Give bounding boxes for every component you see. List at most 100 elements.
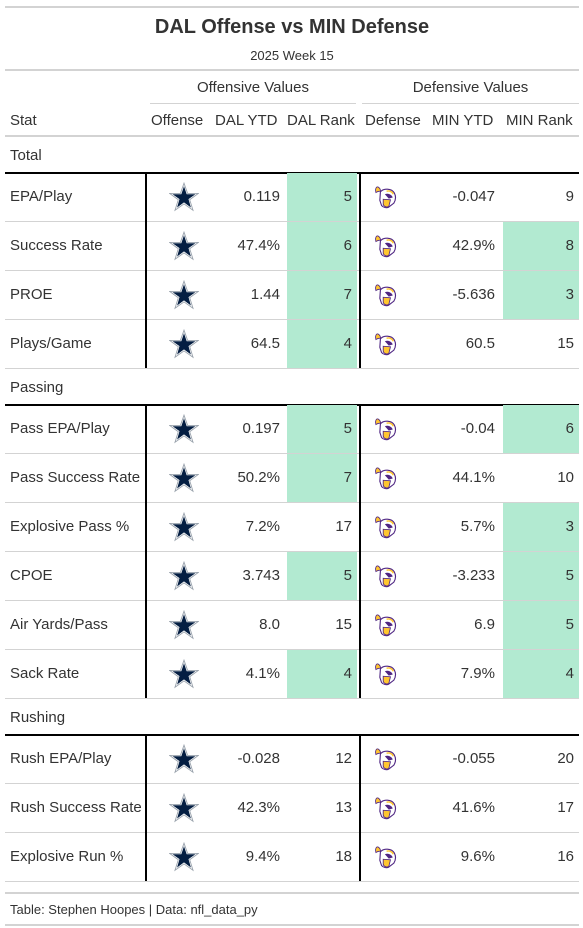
stat-name: Sack Rate [10, 665, 80, 682]
vikings-helmet-icon [361, 503, 411, 551]
vikings-helmet-icon [361, 405, 411, 453]
dal-rank-value: 5 [287, 173, 357, 221]
stat-name: CPOE [10, 567, 53, 584]
cowboys-star-icon [151, 271, 217, 319]
table-footer: Table: Stephen Hoopes | Data: nfl_data_p… [10, 902, 258, 917]
group-label: Rushing [10, 709, 66, 726]
table-row: Pass Success Rate 50.2% 7 44.1% 10 [5, 454, 579, 503]
vikings-helmet-icon [361, 650, 411, 698]
table-row: CPOE 3.743 5 -3.233 5 [5, 552, 579, 601]
dal-ytd-value: 4.1% [245, 665, 280, 682]
cowboys-star-icon [151, 454, 217, 502]
stat-name: Air Yards/Pass [10, 616, 108, 633]
group-header-total: Total [5, 137, 579, 173]
page-title: DAL Offense vs MIN Defense [154, 16, 430, 38]
stat-name: Success Rate [10, 237, 103, 254]
min-rank-value: 5 [503, 552, 579, 600]
table-row: Rush EPA/Play -0.028 12 -0.055 20 [5, 735, 579, 784]
offense-divider [145, 404, 147, 698]
min-rank-value: 17 [557, 799, 574, 816]
offense-divider [145, 172, 147, 368]
dal-ytd-value: 0.197 [242, 420, 280, 437]
dal-ytd-value: 7.2% [245, 518, 280, 535]
cowboys-star-icon [151, 405, 217, 453]
dal-ytd-value: 0.119 [243, 188, 280, 205]
min-rank-value: 6 [503, 405, 579, 453]
vikings-helmet-icon [361, 271, 411, 319]
table-row: Pass EPA/Play 0.197 5 -0.04 6 [5, 405, 579, 454]
column-header-min-rank: MIN Rank [506, 112, 573, 129]
vikings-helmet-icon [361, 552, 411, 600]
min-rank-value: 3 [503, 271, 579, 319]
dal-ytd-value: 9.4% [245, 848, 280, 865]
cowboys-star-icon [151, 650, 217, 698]
vikings-helmet-icon [361, 222, 411, 270]
min-rank-value: 16 [557, 848, 574, 865]
min-rank-value: 20 [557, 750, 574, 767]
stat-name: Plays/Game [10, 335, 92, 352]
dal-ytd-value: 42.3% [237, 799, 280, 816]
dal-ytd-value: 64.5 [250, 335, 280, 352]
dal-ytd-value: 1.44 [250, 286, 280, 303]
cowboys-star-icon [151, 833, 217, 881]
cowboys-star-icon [151, 503, 217, 551]
stat-name: Rush Success Rate [10, 799, 142, 816]
offense-divider [145, 734, 147, 881]
spanner-defense-rule [362, 103, 579, 104]
table-row: Sack Rate 4.1% 4 7.9% 4 [5, 650, 579, 699]
defense-divider [359, 734, 361, 881]
column-header-rule [5, 135, 579, 137]
dal-ytd-value: -0.028 [237, 750, 280, 767]
dal-rank-value: 12 [335, 750, 352, 767]
vikings-helmet-icon [361, 454, 411, 502]
dal-ytd-value: 47.4% [237, 237, 280, 254]
dal-ytd-value: 3.743 [242, 567, 280, 584]
cowboys-star-icon [151, 735, 217, 783]
stat-name: Explosive Pass % [10, 518, 130, 535]
column-header-dal-rank: DAL Rank [287, 112, 355, 129]
table-row: Plays/Game 64.5 4 60.5 15 [5, 320, 579, 369]
dal-rank-value: 4 [287, 320, 357, 368]
defense-divider [359, 172, 361, 368]
spanner-offense-rule [150, 103, 356, 104]
min-ytd-value: 42.9% [452, 237, 495, 254]
top-rule [5, 6, 579, 8]
group-label: Total [10, 147, 42, 164]
spanner-defense: Defensive Values [412, 79, 529, 96]
min-ytd-value: 5.7% [460, 518, 495, 535]
dal-rank-value: 15 [335, 616, 352, 633]
vikings-helmet-icon [361, 833, 411, 881]
spanner-offense: Offensive Values [196, 79, 309, 96]
stat-name: Explosive Run % [10, 848, 124, 865]
header-rule [5, 69, 579, 71]
min-ytd-value: 41.6% [452, 799, 495, 816]
table-row: Success Rate 47.4% 6 42.9% 8 [5, 222, 579, 271]
min-ytd-value: 60.5 [465, 335, 495, 352]
dal-rank-value: 18 [335, 848, 352, 865]
dal-ytd-value: 50.2% [237, 469, 280, 486]
cowboys-star-icon [151, 552, 217, 600]
table-row: EPA/Play 0.119 5 -0.047 9 [5, 173, 579, 222]
stat-name: PROE [10, 286, 53, 303]
column-header-min-ytd: MIN YTD [432, 112, 494, 129]
cowboys-star-icon [151, 320, 217, 368]
cowboys-star-icon [151, 222, 217, 270]
dal-rank-value: 6 [287, 222, 357, 270]
column-header-stat: Stat [10, 112, 37, 129]
min-rank-value: 5 [503, 601, 579, 649]
footer-rule [5, 924, 579, 926]
group-header-rushing: Rushing [5, 699, 579, 735]
min-ytd-value: -5.636 [452, 286, 495, 303]
table-row: Explosive Pass % 7.2% 17 5.7% 3 [5, 503, 579, 552]
table-row: PROE 1.44 7 -5.636 3 [5, 271, 579, 320]
column-header-offense: Offense [151, 112, 204, 129]
group-label: Passing [10, 379, 64, 396]
min-rank-value: 8 [503, 222, 579, 270]
stat-name: Pass EPA/Play [10, 420, 110, 437]
group-header-passing: Passing [5, 369, 579, 405]
min-ytd-value: 7.9% [460, 665, 495, 682]
dal-rank-value: 4 [287, 650, 357, 698]
min-ytd-value: 9.6% [460, 848, 495, 865]
bottom-rule [5, 892, 579, 894]
column-header-defense: Defense [365, 112, 421, 129]
